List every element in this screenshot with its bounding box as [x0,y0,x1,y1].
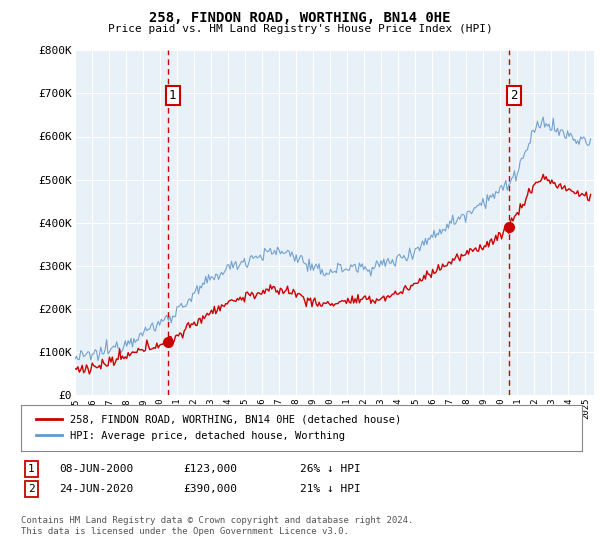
Text: 26% ↓ HPI: 26% ↓ HPI [300,464,361,474]
Text: 258, FINDON ROAD, WORTHING, BN14 0HE: 258, FINDON ROAD, WORTHING, BN14 0HE [149,11,451,25]
Legend: 258, FINDON ROAD, WORTHING, BN14 0HE (detached house), HPI: Average price, detac: 258, FINDON ROAD, WORTHING, BN14 0HE (de… [32,410,406,445]
Text: 24-JUN-2020: 24-JUN-2020 [59,484,133,494]
Text: £390,000: £390,000 [183,484,237,494]
Text: 21% ↓ HPI: 21% ↓ HPI [300,484,361,494]
Text: 08-JUN-2000: 08-JUN-2000 [59,464,133,474]
Text: Price paid vs. HM Land Registry's House Price Index (HPI): Price paid vs. HM Land Registry's House … [107,24,493,34]
Text: £123,000: £123,000 [183,464,237,474]
Text: 2: 2 [28,484,35,494]
Text: 1: 1 [169,88,176,102]
Text: Contains HM Land Registry data © Crown copyright and database right 2024.
This d: Contains HM Land Registry data © Crown c… [21,516,413,536]
Text: 2: 2 [510,88,517,102]
Text: 1: 1 [28,464,35,474]
